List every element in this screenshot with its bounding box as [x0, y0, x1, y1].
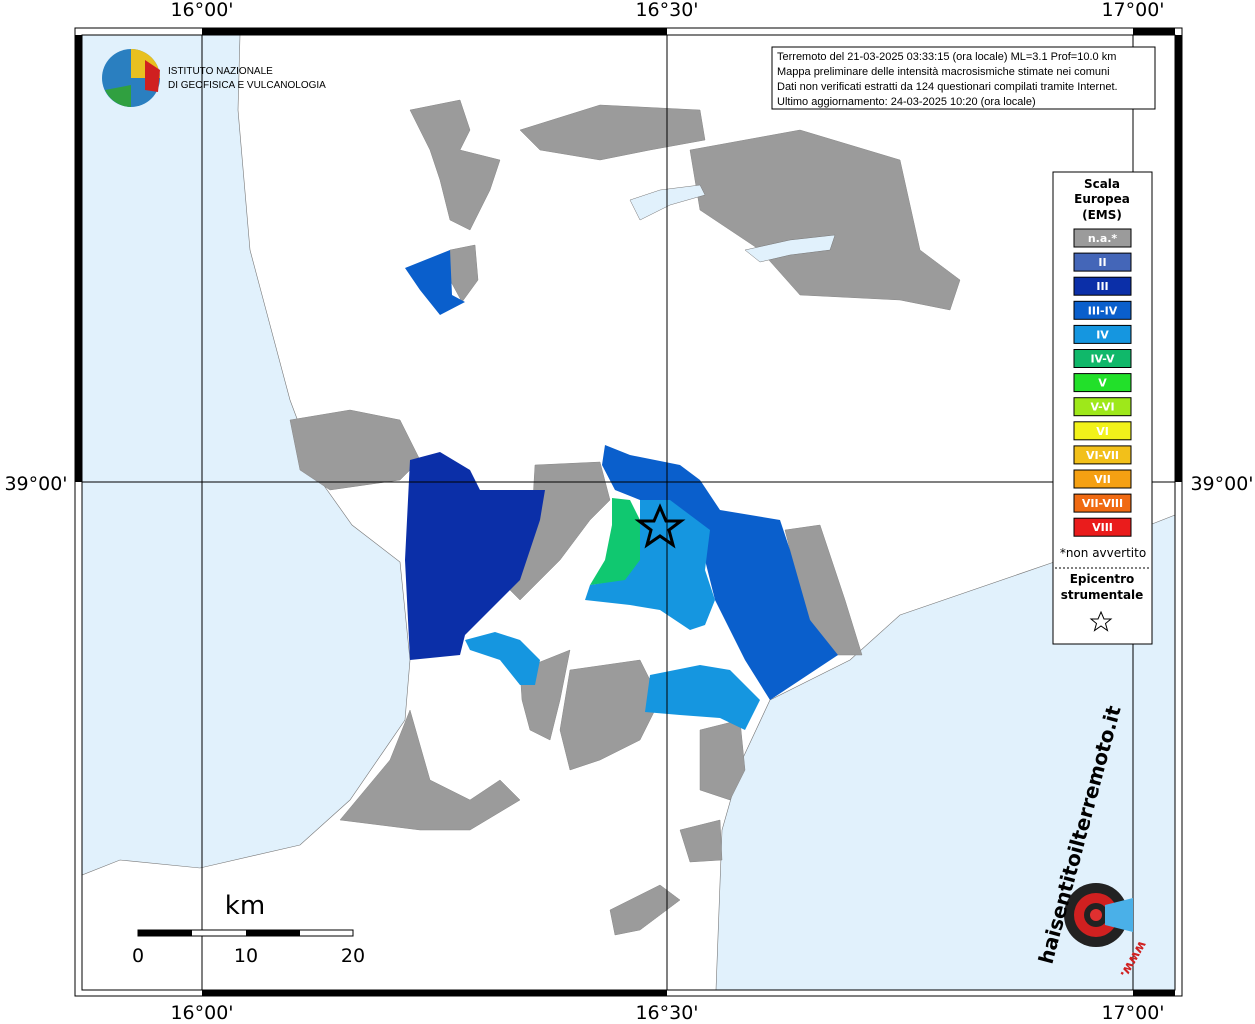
- legend-swatch: [1073, 228, 1132, 248]
- legend-label: VIII: [1092, 521, 1113, 534]
- legend: Scala Europea (EMS) *non avvertito Epice…: [1052, 171, 1153, 645]
- legend-note: *non avvertito: [1060, 546, 1146, 560]
- scale-label: 20: [341, 945, 365, 967]
- map-area: [81, 34, 1176, 991]
- frame-bar: [1133, 990, 1175, 996]
- legend-label: VI: [1096, 425, 1109, 438]
- ingv-logo: ISTITUTO NAZIONALE DI GEOFISICA E VULCAN…: [102, 49, 326, 107]
- legend-label: VII-VIII: [1082, 497, 1123, 510]
- legend-swatch: [1073, 445, 1132, 465]
- legend-label: VI-VII: [1086, 449, 1119, 462]
- legend-epicenter: Epicentro: [1070, 572, 1135, 586]
- legend-swatch: [1073, 324, 1132, 344]
- legend-title: (EMS): [1082, 208, 1122, 222]
- legend-label: IV-V: [1090, 353, 1115, 366]
- region: [679, 819, 723, 863]
- logo-segment: [145, 60, 160, 92]
- legend-swatch: [1073, 517, 1132, 537]
- frame-bar: [1133, 28, 1175, 35]
- badge-beam: [1105, 898, 1133, 932]
- region: [519, 104, 706, 161]
- grid-label: 16°00': [170, 1002, 233, 1024]
- scale-label: 0: [132, 945, 144, 967]
- region: [409, 99, 501, 231]
- info-line: Dati non verificati estratti da 124 ques…: [777, 81, 1118, 93]
- epicenter-star: [634, 503, 686, 549]
- legend-label: III-IV: [1088, 304, 1118, 317]
- grid-label: 17°00': [1101, 0, 1164, 21]
- legend-label: n.a.*: [1088, 232, 1118, 245]
- region: [609, 884, 681, 936]
- legend-label: II: [1098, 256, 1106, 269]
- info-frame: [771, 46, 1156, 110]
- frame-bar: [202, 28, 667, 35]
- grid-label: 16°30': [635, 0, 698, 21]
- legend-swatch: [1073, 300, 1132, 320]
- legend-swatch: [1073, 397, 1132, 417]
- legend-star: [1089, 610, 1113, 632]
- legend-label: V: [1098, 377, 1107, 390]
- frame-bar: [75, 35, 82, 482]
- info-line: Mappa preliminare delle intensità macros…: [777, 66, 1110, 78]
- legend-label: VII: [1094, 473, 1111, 486]
- grid-label: 16°30': [635, 1002, 698, 1024]
- grid-labels: 16°00' 16°30' 17°00' 16°00' 16°30' 17°00…: [4, 0, 1253, 1024]
- region: [559, 659, 661, 771]
- legend-swatch: [1073, 276, 1132, 296]
- gray-areas: [289, 99, 961, 936]
- logo-segment: [105, 85, 131, 107]
- grid-label: 17°00': [1101, 1002, 1164, 1024]
- legend-label: IV: [1096, 328, 1109, 341]
- legend-label: III: [1096, 280, 1108, 293]
- region: [405, 250, 465, 315]
- grid-label: 39°00': [4, 473, 67, 495]
- legend-title: Europea: [1074, 192, 1130, 206]
- legend-swatch: [1073, 493, 1132, 513]
- frame: [74, 27, 1183, 997]
- logo-text: DI GEOFISICA E VULCANOLOGIA: [168, 80, 326, 91]
- legend-swatch: [1073, 252, 1132, 272]
- sea-west: [81, 34, 411, 876]
- legend-epicenter: strumentale: [1061, 588, 1144, 602]
- scale-label: 10: [234, 945, 258, 967]
- region: [465, 632, 540, 685]
- scale-segment: [138, 930, 192, 936]
- scale-unit: km: [225, 891, 265, 921]
- scale-segment: [246, 930, 300, 936]
- info-line: Ultimo aggiornamento: 24-03-2025 10:20 (…: [777, 96, 1036, 108]
- region: [689, 129, 961, 311]
- region: [590, 498, 640, 585]
- legend-swatch: [1073, 469, 1132, 489]
- legend-swatch: [1073, 349, 1132, 368]
- region: [645, 665, 760, 730]
- lake: [744, 234, 836, 263]
- region: [339, 709, 521, 831]
- region: [585, 500, 715, 630]
- frame-bar: [1175, 35, 1182, 482]
- legend-swatch: [1073, 373, 1132, 393]
- grid-label: 39°00': [1190, 473, 1253, 495]
- logo-text: ISTITUTO NAZIONALE: [168, 66, 273, 77]
- legend-swatch: [1073, 421, 1132, 441]
- info-line: Terremoto del 21-03-2025 03:33:15 (ora l…: [777, 51, 1116, 63]
- info-box: Terremoto del 21-03-2025 03:33:15 (ora l…: [771, 46, 1156, 110]
- scale-bar: km 0 10 20: [132, 891, 365, 967]
- region: [405, 452, 545, 660]
- frame-bar: [202, 990, 667, 996]
- grid-label: 16°00': [170, 0, 233, 21]
- legend-title: Scala: [1084, 177, 1120, 191]
- badge-ring: [1090, 909, 1102, 921]
- legend-label: V-VI: [1090, 401, 1114, 414]
